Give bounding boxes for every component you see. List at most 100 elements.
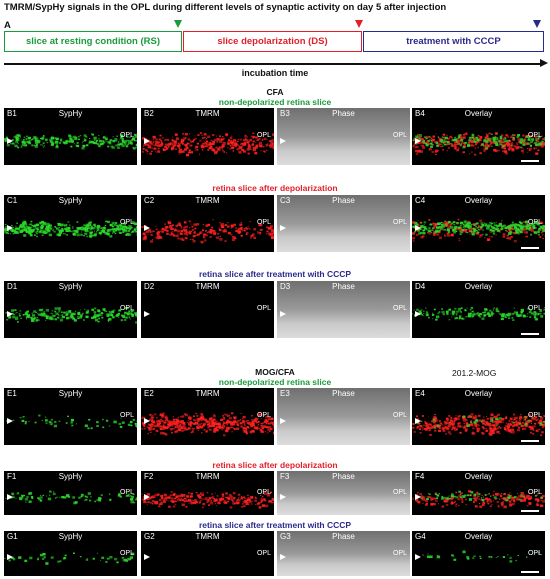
fluorescence-speckle xyxy=(143,416,146,419)
fluorescence-speckle xyxy=(50,556,54,559)
fluorescence-speckle xyxy=(507,493,510,496)
fluorescence-speckle xyxy=(445,497,449,501)
fluorescence-speckle xyxy=(202,136,205,139)
fluorescence-speckle xyxy=(482,503,485,506)
fluorescence-speckle xyxy=(190,151,194,154)
fluorescence-speckle xyxy=(522,427,525,430)
fluorescence-speckle xyxy=(498,426,500,428)
fluorescence-speckle xyxy=(499,137,502,140)
fluorescence-speckle xyxy=(257,231,259,233)
fluorescence-speckle xyxy=(478,313,482,316)
fluorescence-speckle xyxy=(195,412,198,415)
fluorescence-speckle xyxy=(468,136,472,139)
fluorescence-speckle xyxy=(86,144,89,147)
fluorescence-speckle xyxy=(475,416,477,418)
fluorescence-speckle xyxy=(449,308,451,311)
fluorescence-speckle xyxy=(101,140,105,143)
fluorescence-speckle xyxy=(86,309,90,312)
fluorescence-speckle xyxy=(414,147,416,149)
fluorescence-speckle xyxy=(27,231,31,235)
fluorescence-speckle xyxy=(224,501,228,504)
fluorescence-speckle xyxy=(193,138,195,140)
fluorescence-speckle xyxy=(6,318,9,321)
fluorescence-speckle xyxy=(96,314,100,317)
fluorescence-speckle xyxy=(273,428,274,430)
panel-D4: D4 Overlay OPL xyxy=(412,281,545,338)
fluorescence-speckle xyxy=(542,225,545,227)
fluorescence-speckle xyxy=(442,222,445,225)
fluorescence-speckle xyxy=(37,228,40,231)
phase-background xyxy=(277,471,410,515)
fluorescence-speckle xyxy=(432,418,436,422)
fluorescence-speckle xyxy=(261,229,263,231)
micrograph xyxy=(277,388,410,445)
fluorescence-speckle xyxy=(467,227,470,230)
fluorescence-speckle xyxy=(441,496,443,498)
fluorescence-speckle xyxy=(130,500,134,504)
fluorescence-speckle xyxy=(441,140,445,143)
fluorescence-speckle xyxy=(174,426,177,429)
fluorescence-speckle xyxy=(119,139,121,141)
fluorescence-speckle xyxy=(194,149,196,151)
fluorescence-speckle xyxy=(412,145,414,147)
fluorescence-speckle xyxy=(84,308,86,310)
fluorescence-speckle xyxy=(126,233,130,236)
fluorescence-speckle xyxy=(161,414,164,417)
fluorescence-speckle xyxy=(78,316,82,319)
fluorescence-speckle xyxy=(514,416,518,420)
fluorescence-speckle xyxy=(177,416,179,418)
fluorescence-speckle xyxy=(486,238,491,241)
fluorescence-speckle xyxy=(458,239,461,242)
arrowhead-icon xyxy=(415,554,421,561)
fluorescence-speckle xyxy=(230,224,234,227)
fluorescence-speckle xyxy=(225,152,228,154)
fluorescence-speckle xyxy=(31,497,34,499)
fluorescence-speckle xyxy=(511,421,514,423)
fluorescence-speckle xyxy=(472,431,474,433)
fluorescence-speckle xyxy=(215,146,218,149)
fluorescence-speckle xyxy=(215,135,217,137)
fluorescence-speckle xyxy=(483,313,487,317)
fluorescence-speckle xyxy=(4,138,8,141)
fluorescence-speckle xyxy=(104,310,107,313)
fluorescence-speckle xyxy=(474,422,478,425)
fluorescence-speckle xyxy=(521,142,524,145)
fluorescence-speckle xyxy=(475,500,477,502)
fluorescence-speckle xyxy=(489,137,492,140)
fluorescence-speckle xyxy=(271,422,274,425)
fluorescence-speckle xyxy=(225,492,228,495)
fluorescence-speckle xyxy=(519,423,522,426)
fluorescence-speckle xyxy=(261,496,264,498)
fluorescence-speckle xyxy=(505,141,509,144)
fluorescence-speckle xyxy=(462,141,464,142)
fluorescence-speckle xyxy=(180,227,183,229)
fluorescence-speckle xyxy=(42,142,45,145)
fluorescence-speckle xyxy=(483,222,486,224)
fluorescence-speckle xyxy=(517,229,521,231)
panel-C3: C3 Phase OPL xyxy=(277,195,410,252)
fluorescence-speckle xyxy=(537,138,539,140)
fluorescence-speckle xyxy=(70,421,73,424)
fluorescence-speckle xyxy=(173,234,176,237)
fluorescence-speckle xyxy=(204,239,207,242)
fluorescence-speckle xyxy=(123,314,126,316)
fluorescence-speckle xyxy=(102,426,105,429)
fluorescence-speckle xyxy=(457,139,461,143)
fluorescence-speckle xyxy=(489,143,492,145)
fluorescence-speckle xyxy=(145,149,148,152)
fluorescence-speckle xyxy=(497,492,499,494)
fluorescence-speckle xyxy=(37,314,40,316)
fluorescence-speckle xyxy=(529,421,531,423)
fluorescence-speckle xyxy=(43,556,46,559)
fluorescence-speckle xyxy=(245,233,248,235)
fluorescence-speckle xyxy=(446,228,450,232)
fluorescence-speckle xyxy=(141,422,144,424)
fluorescence-speckle xyxy=(468,139,470,141)
fluorescence-speckle xyxy=(144,500,147,503)
fluorescence-speckle xyxy=(528,149,531,152)
fluorescence-speckle xyxy=(462,417,465,420)
fluorescence-speckle xyxy=(25,501,27,503)
time-axis-arrow-icon xyxy=(540,59,548,67)
fluorescence-speckle xyxy=(269,500,272,502)
fluorescence-speckle xyxy=(227,231,231,235)
